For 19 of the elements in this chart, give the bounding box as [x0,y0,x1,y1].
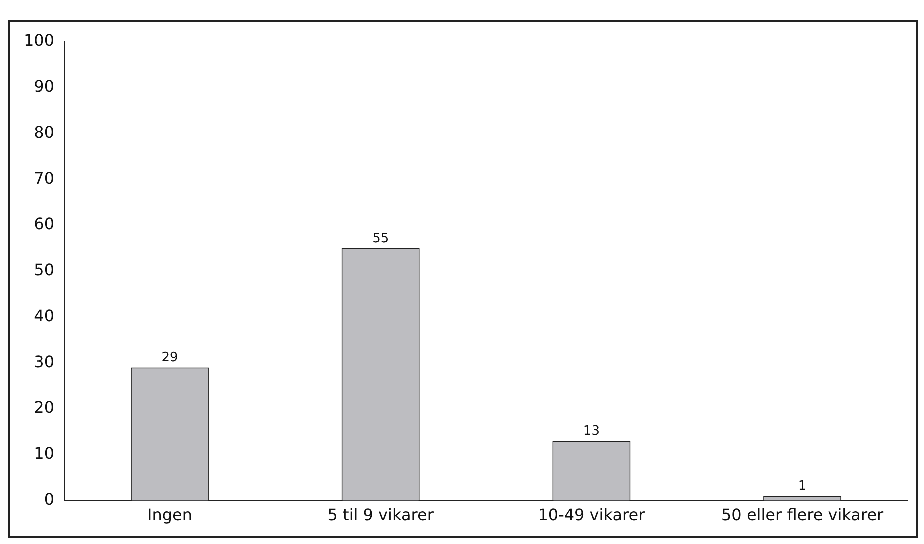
y-tick-label: 10 [34,444,55,464]
y-tick-label: 30 [34,352,55,372]
x-tick-label: 10-49 vikarer [538,506,646,525]
y-tick-label: 90 [34,77,55,96]
x-tick-label: Ingen [147,506,192,525]
y-tick-label: 80 [34,122,55,142]
y-tick-label: 50 [34,260,55,280]
y-tick-label: 100 [24,31,55,50]
data-label: 13 [583,424,600,440]
x-tick-label: 5 til 9 vikarer [328,506,434,525]
y-tick-label: 0 [44,490,55,509]
x-tick-label: 50 eller flere vikarer [722,506,884,525]
y-tick-label: 20 [34,398,55,418]
data-label: 55 [372,231,390,246]
data-label: 1 [798,479,807,494]
data-label: 29 [162,350,178,366]
y-tick-label: 70 [34,168,55,188]
y-tick-label: 40 [34,306,55,326]
y-tick-label: 60 [34,214,55,234]
